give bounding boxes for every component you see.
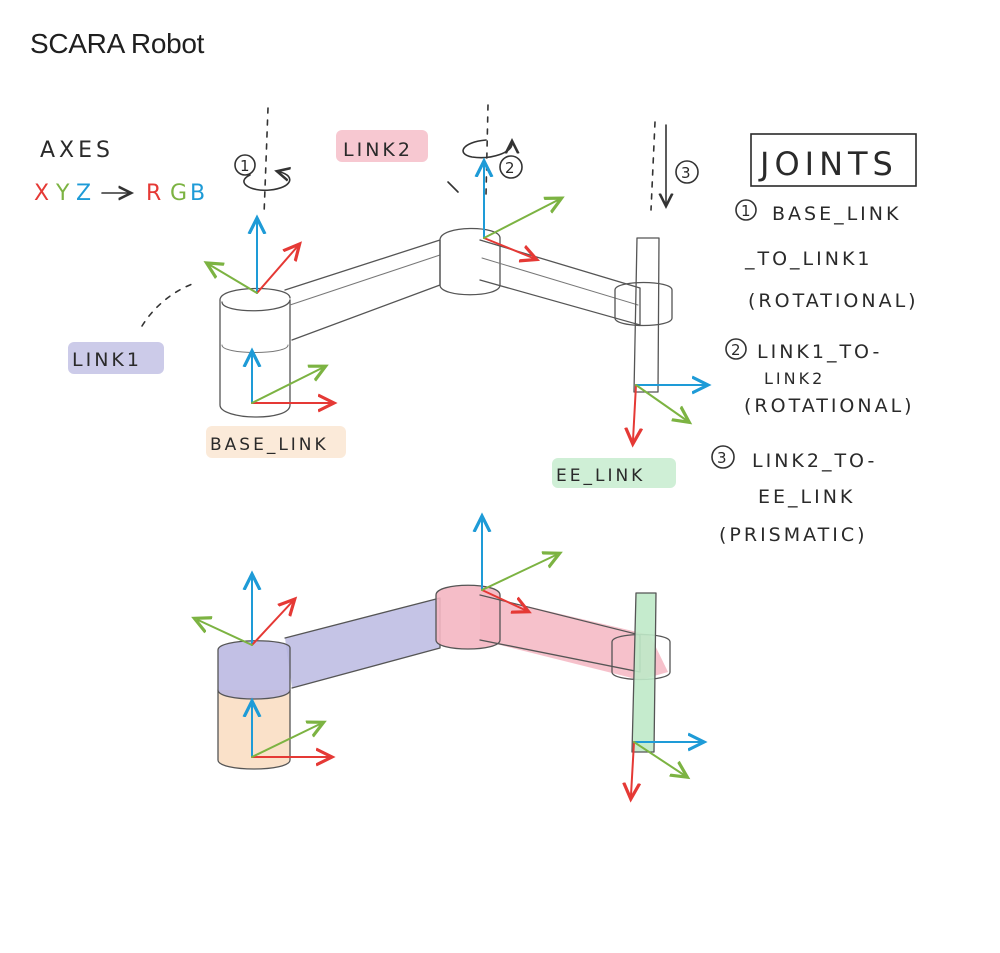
axes-legend-title: AXES (40, 138, 114, 163)
ee-link-label: EE_LINK (556, 466, 645, 486)
joint-3-type: (PRISMATIC) (719, 524, 868, 546)
base-link-label-group: BASE_LINK (206, 426, 346, 458)
joint-2-number: 2 (731, 341, 741, 359)
link2-label: LINK2 (343, 139, 413, 161)
ee-link-label-group: EE_LINK (552, 458, 676, 488)
joint-1-type: (ROTATIONAL) (748, 290, 919, 312)
joint-2-line1: LINK1_TO- (757, 341, 882, 363)
joint-1-number: 1 (741, 202, 751, 220)
link1-label: LINK1 (72, 349, 142, 371)
axes-g-letter: G (170, 181, 191, 206)
link1-beam-outline (284, 239, 441, 341)
joint2-rotation-icon (462, 140, 512, 159)
link2-beam-outline (479, 239, 641, 326)
joint1-rotation-icon (243, 172, 290, 192)
base-cylinder-outline (219, 299, 291, 418)
base-link-fill (218, 690, 290, 769)
joint1-axis-line (263, 107, 269, 216)
link1-label-group: LINK1 (68, 342, 164, 374)
link2-hub-outline (439, 227, 501, 296)
joint-2-type: (ROTATIONAL) (744, 395, 915, 417)
ee-shaft-outline (633, 237, 660, 393)
link2-label-group: LINK2 (336, 130, 428, 162)
joint-3-line1: LINK2_TO- (752, 450, 877, 472)
joint1-marker-circle (234, 154, 256, 176)
axes-b-letter: B (190, 181, 209, 206)
joint1-marker: 1 (240, 157, 250, 175)
top-robot-sketch: 1 2 3 (141, 104, 704, 440)
link1-housing-fill (218, 640, 290, 699)
joints-title: JOINTS (758, 145, 898, 183)
joint-3-line2: EE_LINK (758, 486, 855, 508)
axes-x-letter: X (34, 181, 53, 206)
link1-leader-line (141, 282, 196, 327)
joint3-axis-line (650, 121, 656, 211)
axes-r-letter: R (146, 181, 165, 206)
axes-y-letter: Y (55, 181, 73, 206)
axes-legend: AXES X Y Z R G B (34, 138, 209, 206)
joint-3-number: 3 (717, 449, 727, 467)
joint-1-line2: _TO_LINK1 (744, 248, 873, 270)
joints-panel: JOINTS 1 BASE_LINK _TO_LINK1 (ROTATIONAL… (711, 133, 919, 546)
joint3-marker-circle (675, 160, 699, 184)
joint-2-line2: LINK2 (764, 369, 825, 388)
joint2-marker: 2 (505, 159, 515, 177)
bottom-robot-colored (198, 520, 700, 795)
link1-beam-fill (285, 598, 440, 688)
ee-housing-outline (614, 281, 673, 327)
joints-title-box (750, 133, 917, 187)
joint3-marker: 3 (681, 164, 691, 182)
base-link-label: BASE_LINK (210, 435, 329, 455)
joint-1-line1: BASE_LINK (772, 203, 901, 225)
axes-z-letter: Z (76, 181, 95, 206)
ee-link-fill (632, 593, 656, 752)
page-title: SCARA Robot (30, 28, 205, 59)
joint2-marker-circle (499, 155, 523, 179)
link2-beam-fill (480, 595, 668, 680)
joint2-axis-line (485, 104, 489, 196)
